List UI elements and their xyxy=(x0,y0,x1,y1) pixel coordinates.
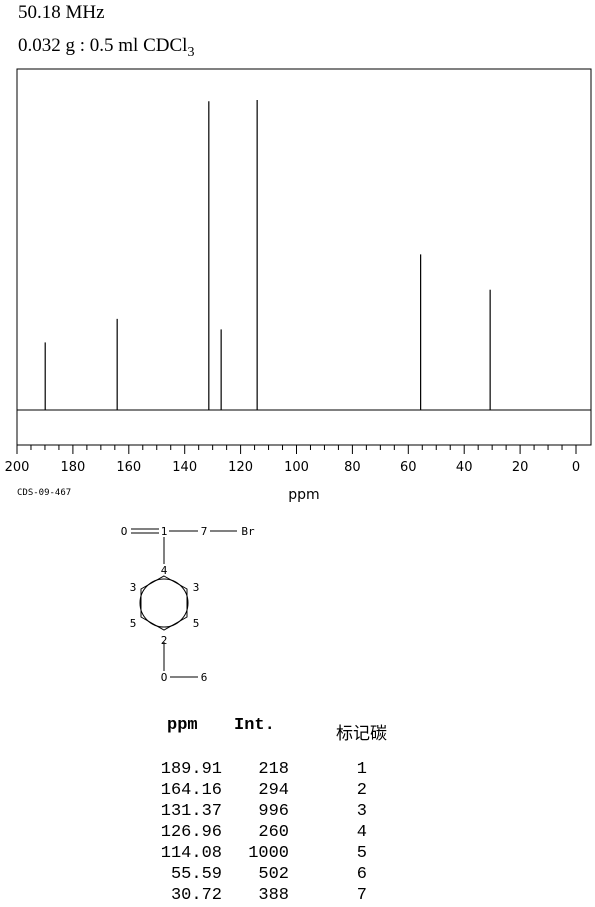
cell-ppm: 164.16 xyxy=(160,781,222,800)
spectrometer-frequency: 50.18 MHz xyxy=(18,2,105,23)
cell-assign: 3 xyxy=(356,802,367,821)
tick-label: 120 xyxy=(228,460,253,475)
tick-label: 80 xyxy=(344,460,361,475)
cell-assign: 1 xyxy=(356,760,367,779)
catalog-id: CDS-09-467 xyxy=(17,488,72,498)
nmr-spectrum-chart: 200 180 160 140 120 100 80 60 40 20 0 ppm xyxy=(5,68,592,503)
cell-assign: 5 xyxy=(356,844,367,863)
molecular-structure: O 1 7 Br 4 3 3 5 5 2 O 6 xyxy=(121,525,255,684)
cell-int: 1000 xyxy=(248,844,289,863)
structure-bonds xyxy=(131,528,237,678)
cell-int: 502 xyxy=(258,865,289,884)
cell-ppm: 131.37 xyxy=(160,802,222,821)
atom-c5-left: 5 xyxy=(130,617,137,630)
axis-ticks: 200 180 160 140 120 100 80 60 40 20 0 xyxy=(5,445,580,475)
cell-int: 388 xyxy=(258,886,289,905)
cell-assign: 6 xyxy=(356,865,367,884)
sample-text: 0.032 g : 0.5 ml CDCl xyxy=(18,35,188,56)
table-header-assign: 标记碳 xyxy=(336,724,387,744)
cell-int: 260 xyxy=(258,823,289,842)
sample-concentration: 0.032 g : 0.5 ml CDCl3 xyxy=(18,35,194,61)
atom-c5-right: 5 xyxy=(193,617,200,630)
atom-c1: 1 xyxy=(161,525,168,538)
cell-assign: 2 xyxy=(356,781,367,800)
atom-br: Br xyxy=(241,525,255,538)
table-header-ppm: ppm xyxy=(167,716,198,735)
tick-label: 60 xyxy=(400,460,417,475)
tick-label: 180 xyxy=(60,460,85,475)
tick-label: 160 xyxy=(116,460,141,475)
cell-ppm: 55.59 xyxy=(170,865,222,884)
x-axis-label: ppm xyxy=(288,487,319,503)
tick-label: 20 xyxy=(512,460,529,475)
cell-ppm: 30.72 xyxy=(170,886,222,905)
atom-o-ether: O xyxy=(161,671,168,684)
atom-c7: 7 xyxy=(201,525,208,538)
sample-subscript: 3 xyxy=(187,44,195,60)
structure-atoms: O 1 7 Br 4 3 3 5 5 2 O 6 xyxy=(121,525,255,684)
cell-assign: 4 xyxy=(356,823,367,842)
cell-assign: 7 xyxy=(356,886,367,905)
cell-int: 218 xyxy=(258,760,289,779)
atom-o-carbonyl: O xyxy=(121,525,128,538)
tick-label: 200 xyxy=(5,460,30,475)
plot-frame xyxy=(16,68,592,446)
peak-group xyxy=(44,100,491,410)
table-header-int: Int. xyxy=(234,716,275,735)
cell-int: 294 xyxy=(258,781,289,800)
atom-c4: 4 xyxy=(161,564,168,577)
tick-label: 0 xyxy=(572,460,580,475)
atom-c6: 6 xyxy=(201,671,208,684)
cell-int: 996 xyxy=(258,802,289,821)
cell-ppm: 126.96 xyxy=(160,823,222,842)
cell-ppm: 114.08 xyxy=(160,844,222,863)
tick-label: 140 xyxy=(172,460,197,475)
atom-c3-right: 3 xyxy=(193,581,200,594)
atom-c3-left: 3 xyxy=(130,581,137,594)
tick-label: 40 xyxy=(456,460,473,475)
cell-ppm: 189.91 xyxy=(160,760,222,779)
tick-label: 100 xyxy=(284,460,309,475)
atom-c2: 2 xyxy=(161,634,168,647)
